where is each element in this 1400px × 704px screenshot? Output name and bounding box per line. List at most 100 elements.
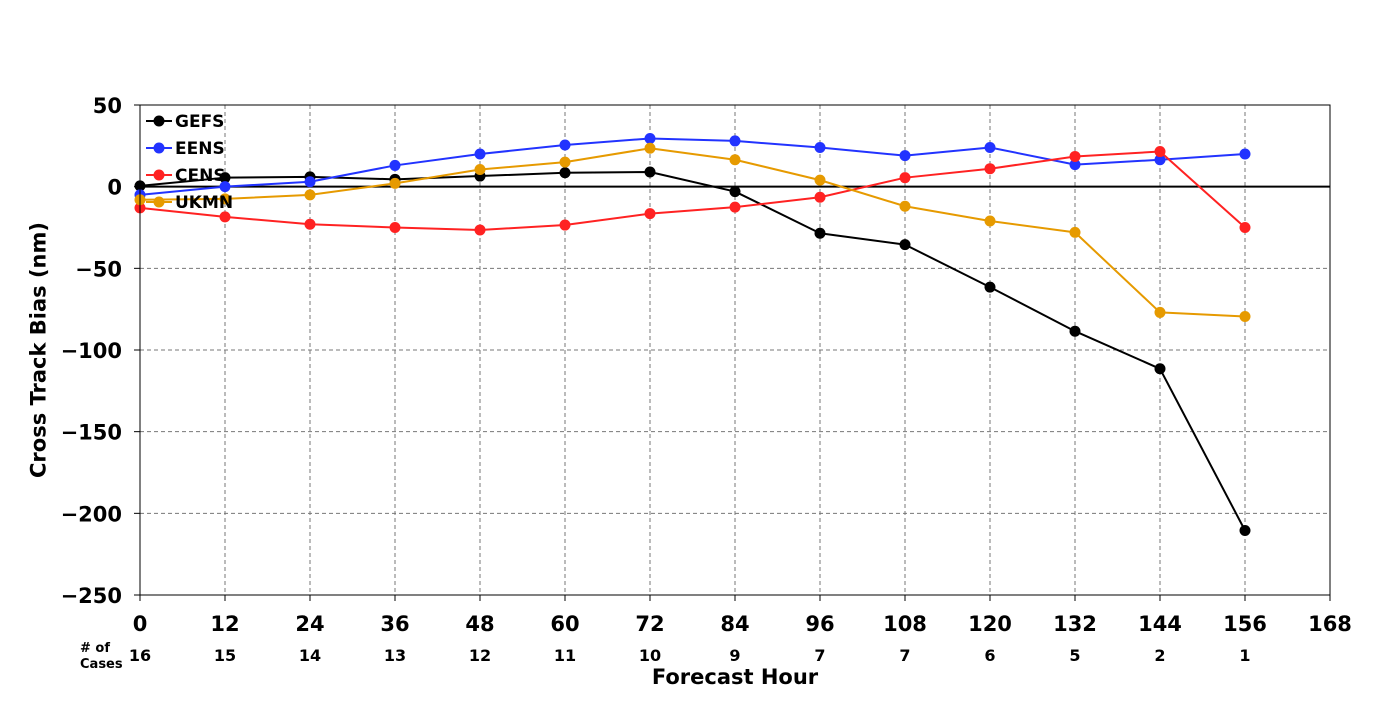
legend-marker-ukmn xyxy=(153,196,165,208)
cases-caption-line2: Cases xyxy=(80,657,123,672)
y-tick-label: 50 xyxy=(93,94,122,118)
case-count-label: 15 xyxy=(214,646,236,665)
x-tick-label: 96 xyxy=(805,612,834,636)
x-tick-label: 144 xyxy=(1138,612,1182,636)
data-point-ukmn xyxy=(984,215,996,227)
series-cens xyxy=(134,146,1251,236)
data-point-cens xyxy=(1239,222,1251,233)
data-point-ukmn xyxy=(1154,306,1166,318)
legend-marker-eens xyxy=(153,142,165,154)
data-point-ukmn xyxy=(644,142,656,154)
data-point-ukmn xyxy=(1069,226,1081,238)
data-point-ukmn xyxy=(219,193,231,205)
data-point-gefs xyxy=(1239,524,1251,536)
data-point-gefs xyxy=(984,281,996,293)
data-point-gefs xyxy=(729,186,741,198)
legend-marker-cens xyxy=(153,169,165,181)
grid-layer xyxy=(140,105,1330,595)
data-point-cens xyxy=(1154,146,1166,158)
series-line-cens xyxy=(139,150,1246,231)
x-tick-label: 36 xyxy=(380,612,409,636)
data-point-gefs xyxy=(814,227,826,239)
data-point-eens xyxy=(644,132,656,144)
series-ukmn xyxy=(134,142,1251,323)
data-point-eens xyxy=(1154,154,1166,166)
case-count-label: 7 xyxy=(814,646,825,665)
data-point-ukmn xyxy=(559,156,571,168)
data-point-eens xyxy=(304,176,316,188)
data-point-eens xyxy=(984,141,996,153)
data-point-eens xyxy=(1069,159,1081,171)
legend-label-cens: CENS xyxy=(175,166,226,186)
series-line-eens xyxy=(139,137,1246,196)
data-point-cens xyxy=(899,172,911,184)
data-point-ukmn xyxy=(814,174,826,186)
legend-item-gefs: GEFS xyxy=(146,112,224,132)
x-tick-label: 132 xyxy=(1053,612,1097,636)
data-point-gefs xyxy=(1069,325,1081,337)
y-tick-label: −100 xyxy=(61,339,122,363)
x-tick-label: 120 xyxy=(968,612,1012,636)
data-point-cens xyxy=(304,218,316,230)
data-point-ukmn xyxy=(304,189,316,201)
legend-item-cens: CENS xyxy=(146,166,226,186)
data-point-cens xyxy=(389,222,401,233)
data-point-cens xyxy=(219,211,231,223)
data-point-eens xyxy=(1239,148,1251,160)
data-point-ukmn xyxy=(729,154,741,166)
legend-label-eens: EENS xyxy=(175,139,225,159)
case-count-label: 7 xyxy=(899,646,910,665)
data-point-cens xyxy=(814,191,826,203)
data-point-ukmn xyxy=(474,164,486,176)
y-tick-label: −200 xyxy=(61,502,122,526)
legend-item-ukmn: UKMN xyxy=(146,193,233,213)
data-point-ukmn xyxy=(1239,311,1251,323)
data-point-cens xyxy=(474,224,486,236)
data-point-eens xyxy=(474,148,486,160)
x-tick-label: 168 xyxy=(1308,612,1352,636)
series-line-gefs xyxy=(139,170,1246,531)
series-layer xyxy=(134,132,1251,536)
x-tick-label: 12 xyxy=(210,612,239,636)
data-point-cens xyxy=(559,219,571,231)
data-point-gefs xyxy=(219,172,231,184)
x-tick-label: 108 xyxy=(883,612,927,636)
y-tick-label: −250 xyxy=(61,584,122,608)
cases-layer: # of Cases 16 15 14 13 12 11 10 9 7 7 6 5 2 1 xyxy=(80,641,1251,672)
data-point-cens xyxy=(984,163,996,175)
case-count-label: 6 xyxy=(984,646,995,665)
data-point-gefs xyxy=(559,167,571,179)
data-point-gefs xyxy=(644,166,656,178)
data-point-gefs xyxy=(899,239,911,251)
data-point-eens xyxy=(559,139,571,151)
legend-marker-gefs xyxy=(153,115,165,127)
data-point-cens xyxy=(729,201,741,213)
y-tick-label: −50 xyxy=(75,257,122,281)
x-tick-label: 84 xyxy=(720,612,749,636)
y-tick-label: −150 xyxy=(61,421,122,445)
case-count-label: 13 xyxy=(384,646,406,665)
case-count-label: 2 xyxy=(1154,646,1165,665)
case-count-label: 11 xyxy=(554,646,576,665)
case-count-label: 14 xyxy=(299,646,321,665)
case-count-label: 9 xyxy=(729,646,740,665)
x-axis-label: Forecast Hour xyxy=(652,665,819,689)
legend-label-gefs: GEFS xyxy=(175,112,224,132)
data-point-gefs xyxy=(1154,363,1166,375)
x-tick-label: 24 xyxy=(295,612,324,636)
x-tick-label: 72 xyxy=(635,612,664,636)
series-gefs xyxy=(134,166,1251,536)
tick-layer: 0 12 24 36 48 60 72 84 96 108 120 132 144 156 168 50 0 −5… xyxy=(61,94,1352,636)
series-eens xyxy=(134,132,1251,201)
data-point-eens xyxy=(389,159,401,171)
data-point-ukmn xyxy=(389,177,401,189)
data-point-eens xyxy=(899,150,911,162)
case-count-label: 10 xyxy=(639,646,661,665)
case-count-label: 1 xyxy=(1239,646,1250,665)
case-count-label: 12 xyxy=(469,646,491,665)
case-count-label: 5 xyxy=(1069,646,1080,665)
data-point-eens xyxy=(814,141,826,153)
data-point-cens xyxy=(644,208,656,220)
data-point-eens xyxy=(729,135,741,147)
